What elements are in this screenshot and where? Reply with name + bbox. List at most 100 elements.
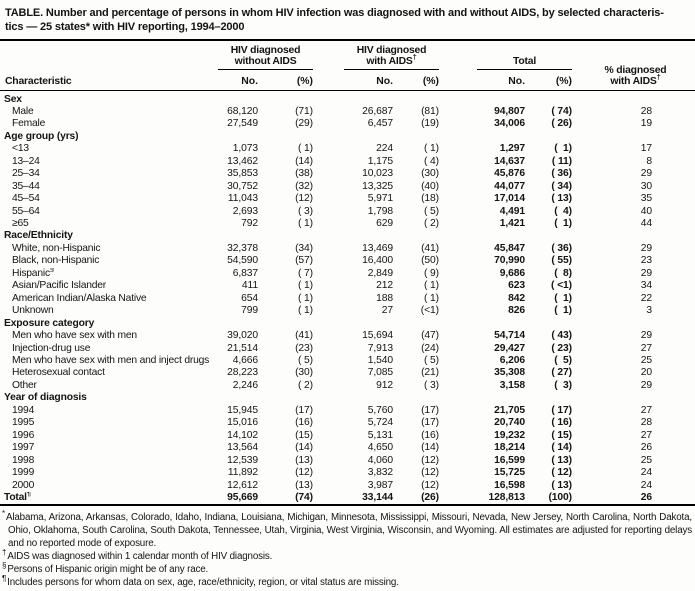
table-row: Men who have sex with men and inject dru… bbox=[0, 355, 695, 367]
value-cell: 28 bbox=[640, 417, 652, 429]
value-cell: 15,016 bbox=[227, 417, 258, 429]
value-cell: 411 bbox=[241, 280, 258, 292]
table-body: Sex Male 68,120 (71) 26,687 (81) 94,807 ( 74) 28… bbox=[0, 90, 695, 507]
row-label: 45–54 bbox=[0, 193, 215, 205]
value-cell: (32) bbox=[295, 180, 313, 192]
value-cell: (71) bbox=[295, 105, 313, 117]
row-label: Men who have sex with men and inject dru… bbox=[0, 355, 215, 367]
value-cell: 188 bbox=[376, 292, 393, 304]
value-cell: 5,760 bbox=[367, 404, 393, 416]
row-label-text: Injection-drug use bbox=[12, 342, 91, 354]
group-header-without-aids: HIV diagnosed without AIDS bbox=[215, 41, 317, 70]
value-cell: ( 17) bbox=[551, 404, 572, 416]
row-label: Male bbox=[0, 106, 215, 118]
value-cell: (38) bbox=[295, 168, 313, 180]
header-spanner-row: HIV diagnosed without AIDS HIV diagnosed… bbox=[0, 41, 695, 91]
value-cell: ( 4) bbox=[554, 205, 572, 217]
value-cell: 13,564 bbox=[227, 442, 258, 454]
row-label-text: Male bbox=[12, 105, 34, 117]
row-label: Unknown bbox=[0, 305, 215, 317]
value-cell: 16,598 bbox=[494, 479, 525, 491]
value-cell: 12,612 bbox=[227, 479, 258, 491]
value-cell: 224 bbox=[376, 143, 393, 155]
group-line2-wrap: without AIDS bbox=[218, 56, 313, 67]
value-cell: 4,666 bbox=[232, 355, 258, 367]
value-cell: 94,807 bbox=[494, 105, 525, 117]
row-label-text: 35–44 bbox=[12, 180, 40, 192]
row-label: 1999 bbox=[0, 467, 215, 479]
value-cell: 1,540 bbox=[367, 355, 393, 367]
row-label-text: White, non-Hispanic bbox=[12, 242, 101, 254]
value-cell: (12) bbox=[421, 467, 439, 479]
group-header-pct-diagnosed: % diagnosed with AIDS† bbox=[576, 41, 695, 91]
group-line1: HIV diagnosed bbox=[356, 45, 427, 56]
no-header: No. bbox=[443, 69, 529, 91]
row-label: Other bbox=[0, 380, 215, 392]
value-cell: ( 5) bbox=[554, 355, 572, 367]
table-row: 1999 11,892 (12) 3,832 (12) 15,725 ( 12) 24 bbox=[0, 467, 695, 479]
value-cell: 1,421 bbox=[499, 218, 525, 230]
row-label-text: 1994 bbox=[12, 404, 35, 416]
value-cell: (14) bbox=[421, 442, 439, 454]
group-header-with-aids: HIV diagnosed with AIDS† bbox=[317, 41, 443, 70]
value-cell: 34 bbox=[640, 280, 652, 292]
value-cell: 35,308 bbox=[494, 367, 525, 379]
value-cell: 2,849 bbox=[367, 267, 393, 279]
row-label-text: 1999 bbox=[12, 467, 35, 479]
row-label: 13–24 bbox=[0, 156, 215, 168]
section-label: Exposure category bbox=[4, 317, 95, 329]
row-label: Hispanic§ bbox=[0, 268, 215, 280]
value-cell: 826 bbox=[508, 305, 525, 317]
value-cell: (14) bbox=[295, 442, 313, 454]
value-cell: (34) bbox=[295, 242, 313, 254]
value-cell: 35 bbox=[640, 193, 652, 205]
group-line2-wrap: with AIDS† bbox=[576, 73, 695, 87]
table-row: Unknown 799 ( 1) 27 (<1) 826 ( 1) 3 bbox=[0, 305, 695, 317]
value-cell: 623 bbox=[508, 280, 525, 292]
group-line1: % diagnosed bbox=[604, 64, 667, 76]
footnote-text: AIDS was diagnosed within 1 calendar mon… bbox=[7, 551, 273, 563]
row-label-text: Unknown bbox=[12, 305, 54, 317]
value-cell: 29 bbox=[640, 242, 652, 254]
value-cell: 27,549 bbox=[227, 118, 258, 130]
value-cell: ( 55) bbox=[551, 255, 572, 267]
pct-header: (%) bbox=[397, 69, 443, 91]
value-cell: (14) bbox=[295, 155, 313, 167]
value-cell: 14,102 bbox=[227, 429, 258, 441]
value-cell: ( 13) bbox=[551, 193, 572, 205]
row-label-text: Heterosexual contact bbox=[12, 367, 105, 379]
table-row: 45–54 11,043 (12) 5,971 (18) 17,014 ( 13) 35 bbox=[0, 193, 695, 205]
table-row: 1995 15,016 (16) 5,724 (17) 20,740 ( 16) 28 bbox=[0, 417, 695, 429]
value-cell: 25 bbox=[640, 454, 652, 466]
row-label-text: Men who have sex with men bbox=[12, 330, 137, 342]
value-cell: 14,637 bbox=[494, 155, 525, 167]
value-cell: 68,120 bbox=[227, 105, 258, 117]
value-cell: (19) bbox=[421, 118, 439, 130]
value-cell: (26) bbox=[397, 492, 443, 507]
value-cell: 792 bbox=[241, 218, 258, 230]
value-cell: ( 1) bbox=[554, 292, 572, 304]
value-cell: 19,232 bbox=[494, 429, 525, 441]
footnote: §Persons of Hispanic origin might be of … bbox=[0, 562, 692, 576]
value-cell: 27 bbox=[381, 305, 393, 317]
table-row: <13 1,073 ( 1) 224 ( 1) 1,297 ( 1) 17 bbox=[0, 143, 695, 155]
value-cell: (15) bbox=[295, 429, 313, 441]
value-cell: ( 4) bbox=[423, 155, 439, 167]
row-label-text: <13 bbox=[12, 143, 29, 155]
footnotes: *Alabama, Arizona, Arkansas, Colorado, I… bbox=[0, 510, 695, 589]
value-cell: (57) bbox=[295, 255, 313, 267]
row-label: American Indian/Alaska Native bbox=[0, 293, 215, 305]
row-label-sup: § bbox=[49, 267, 54, 274]
table-row: Men who have sex with men 39,020 (41) 15,69… bbox=[0, 330, 695, 342]
footnote: *Alabama, Arizona, Arkansas, Colorado, I… bbox=[0, 510, 692, 550]
value-cell: 6,206 bbox=[499, 355, 525, 367]
row-label: 35–44 bbox=[0, 181, 215, 193]
value-cell: ( 2) bbox=[423, 218, 439, 230]
row-label: 1995 bbox=[0, 417, 215, 429]
value-cell: 3,158 bbox=[499, 379, 525, 391]
row-label: Men who have sex with men bbox=[0, 330, 215, 342]
value-cell: 13,462 bbox=[227, 155, 258, 167]
table-row: 55–64 2,693 ( 3) 1,798 ( 5) 4,491 ( 4) 40 bbox=[0, 206, 695, 218]
no-header: No. bbox=[215, 69, 262, 91]
value-cell: ( 36) bbox=[551, 168, 572, 180]
